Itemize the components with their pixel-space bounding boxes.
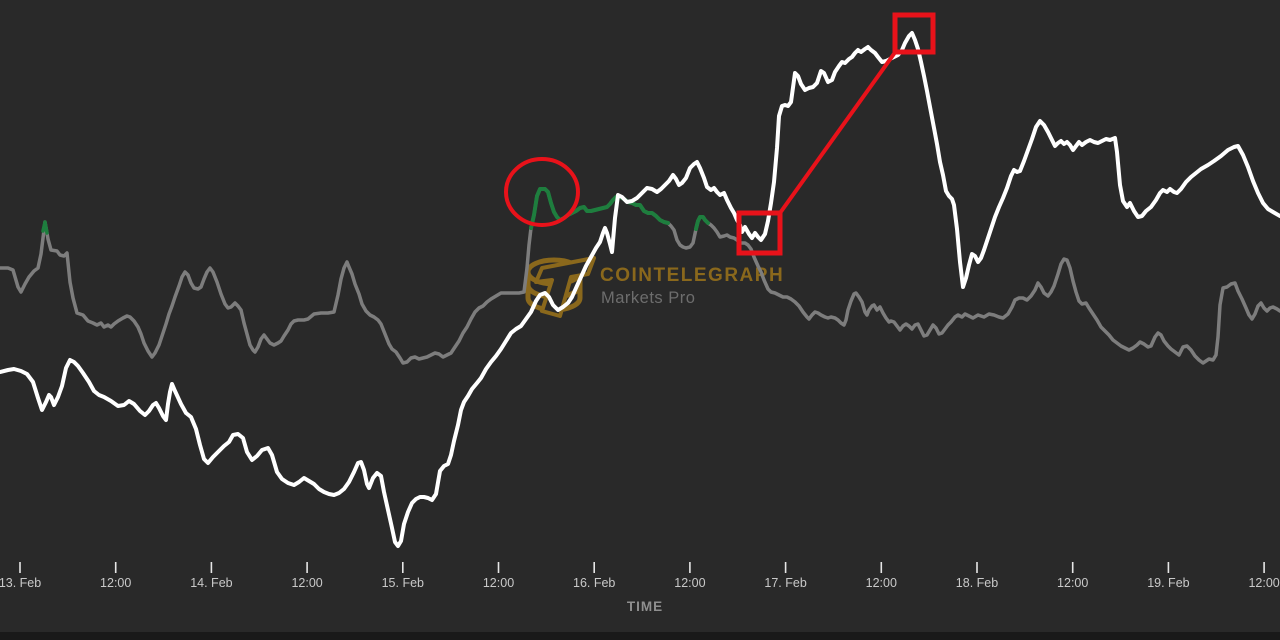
series-green-highlight-tip	[41, 220, 49, 235]
x-axis-tick-label: 18. Feb	[956, 576, 998, 590]
x-axis-tick-label: 13. Feb	[0, 576, 41, 590]
x-axis-tick-label: 12:00	[291, 576, 322, 590]
series-green-highlight-2	[694, 215, 710, 231]
x-axis-tick-label: 17. Feb	[764, 576, 806, 590]
annotations	[504, 12, 936, 256]
watermark-product-text: Markets Pro	[601, 289, 695, 307]
series-white-line	[0, 31, 1280, 548]
x-axis-ticks: 13. Feb 12:00 14. Feb 12:00 15. Feb 12:00 16. …	[0, 562, 1280, 590]
annotation-rect-mid	[736, 210, 783, 256]
x-axis-tick-label: 12:00	[100, 576, 131, 590]
x-axis-tick-label: 12:00	[1057, 576, 1088, 590]
x-axis-tick-label: 14. Feb	[190, 576, 232, 590]
series-gray-line	[0, 187, 1280, 365]
watermark: COINTELEGRAPH Markets Pro	[525, 256, 784, 318]
annotation-rect-top	[892, 12, 936, 55]
x-axis-tick-label: 16. Feb	[573, 576, 615, 590]
x-axis[interactable]: 13. Feb 12:00 14. Feb 12:00 15. Feb 12:00 16. …	[0, 562, 1280, 614]
x-axis-title: TIME	[627, 599, 663, 614]
x-axis-tick-label: 12:00	[483, 576, 514, 590]
annotation-circle	[504, 157, 580, 227]
x-axis-tick-label: 19. Feb	[1147, 576, 1189, 590]
watermark-brand-text: COINTELEGRAPH	[600, 265, 784, 286]
x-axis-tick-label: 12:00	[866, 576, 897, 590]
x-axis-tick-label: 12:00	[1248, 576, 1279, 590]
bottom-edge-strip	[0, 632, 1280, 640]
x-axis-tick-label: 12:00	[674, 576, 705, 590]
annotation-trend-line	[778, 49, 898, 215]
x-axis-tick-label: 15. Feb	[382, 576, 424, 590]
series-green-highlight-1	[529, 187, 670, 230]
